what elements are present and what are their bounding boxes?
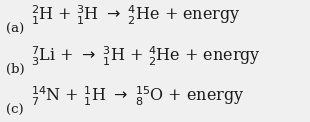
- Text: (b): (b): [6, 63, 25, 76]
- Text: $^{7}_{3}$Li + $\rightarrow$ $^{3}_{1}$H + $^{4}_{2}$He + energy: $^{7}_{3}$Li + $\rightarrow$ $^{3}_{1}$H…: [31, 44, 261, 67]
- Text: $\mathdefault{}^{2}_{1}$H + $^{3}_{1}$H $\rightarrow$ $^{4}_{2}$He + energy: $\mathdefault{}^{2}_{1}$H + $^{3}_{1}$H …: [31, 4, 241, 27]
- Text: (a): (a): [6, 23, 24, 36]
- Text: $^{14}_{7}$N + $^{1}_{1}$H $\rightarrow$ $^{15}_{8}$O + energy: $^{14}_{7}$N + $^{1}_{1}$H $\rightarrow$…: [31, 85, 245, 108]
- Text: (c): (c): [6, 103, 24, 117]
